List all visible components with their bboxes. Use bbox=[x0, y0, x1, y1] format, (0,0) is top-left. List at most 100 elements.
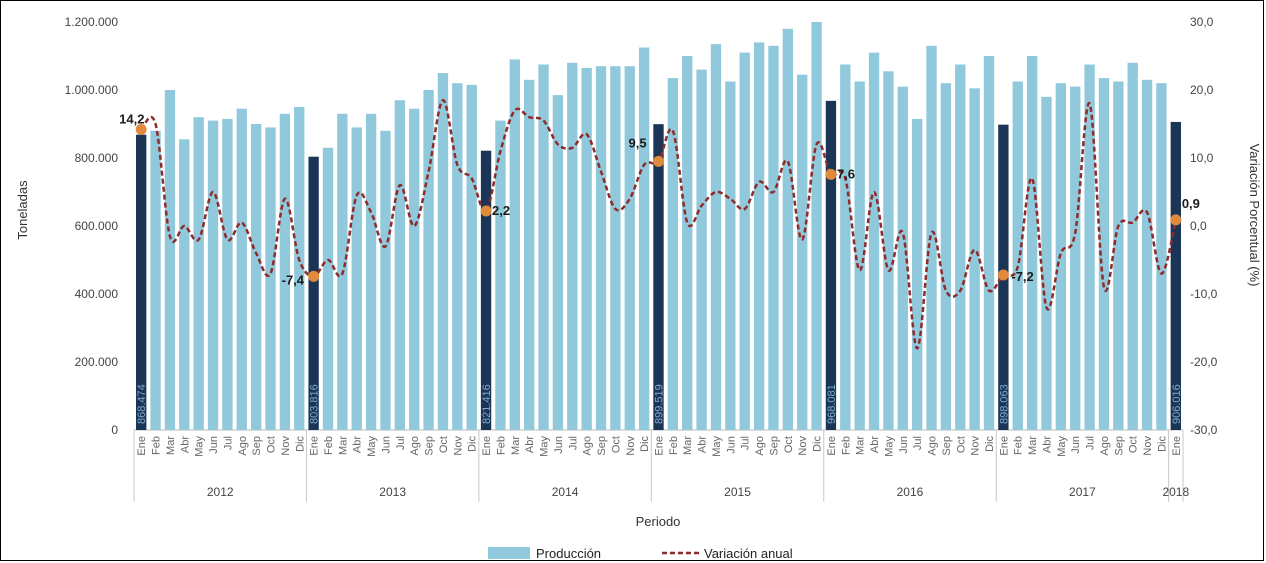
month-tick-label: Mar bbox=[165, 436, 177, 455]
year-label: 2015 bbox=[724, 485, 751, 499]
month-tick-label: Abr bbox=[697, 436, 709, 453]
variation-marker bbox=[653, 155, 664, 167]
month-tick-label: Dic bbox=[294, 436, 306, 452]
bar-value-label: 968.081 bbox=[826, 384, 838, 424]
y-axis-title: Toneladas bbox=[15, 180, 30, 240]
month-tick-label: Feb bbox=[1013, 436, 1025, 455]
month-tick-label: Ago bbox=[1099, 436, 1111, 456]
month-tick-label: Ago bbox=[754, 436, 766, 456]
bar bbox=[294, 107, 305, 430]
y2-tick-label: 20,0 bbox=[1190, 83, 1214, 97]
month-tick-label: Oct bbox=[266, 436, 278, 453]
bar bbox=[696, 69, 707, 430]
month-tick-label: Jul bbox=[740, 436, 752, 450]
month-tick-label: Feb bbox=[840, 436, 852, 455]
bar bbox=[883, 71, 894, 431]
bar bbox=[509, 59, 520, 431]
month-tick-label: Nov bbox=[797, 436, 809, 456]
bar bbox=[207, 120, 219, 430]
month-tick-label: Ene bbox=[654, 436, 666, 456]
variation-marker bbox=[135, 123, 147, 135]
y2-tick-label: -10,0 bbox=[1190, 287, 1218, 301]
bar bbox=[308, 156, 319, 430]
month-tick-label: Nov bbox=[1142, 436, 1154, 456]
bar bbox=[825, 100, 837, 430]
month-tick-label: Mar bbox=[855, 436, 867, 455]
bar bbox=[250, 124, 262, 430]
month-tick-label: May bbox=[1056, 436, 1068, 457]
month-tick-label: Mar bbox=[682, 436, 694, 455]
month-tick-label: Jun bbox=[898, 436, 910, 454]
bar bbox=[1156, 83, 1167, 430]
bar bbox=[1041, 96, 1052, 431]
bar bbox=[1170, 121, 1181, 430]
month-tick-label: Mar bbox=[510, 436, 522, 455]
bar bbox=[1098, 78, 1110, 430]
month-tick-label: Feb bbox=[495, 436, 507, 455]
bar bbox=[581, 67, 592, 431]
month-tick-label: Ene bbox=[136, 436, 148, 456]
bar bbox=[1026, 56, 1038, 430]
bar bbox=[322, 147, 334, 431]
variation-point-label: 7,6 bbox=[837, 166, 855, 181]
variation-point-label: 9,5 bbox=[629, 135, 647, 150]
month-tick-label: Jul bbox=[912, 436, 924, 450]
bar bbox=[222, 118, 233, 431]
month-tick-label: Jun bbox=[208, 436, 220, 454]
y2-tick-label: 30,0 bbox=[1190, 15, 1214, 29]
month-tick-label: Sep bbox=[251, 436, 263, 456]
month-tick-label: Abr bbox=[352, 436, 364, 453]
month-tick-label: Ago bbox=[409, 436, 421, 456]
month-tick-label: Sep bbox=[941, 436, 953, 456]
month-tick-label: May bbox=[711, 436, 723, 457]
month-tick-label: Ago bbox=[237, 436, 249, 456]
y-tick-label: 1.200.000 bbox=[65, 15, 119, 29]
variation-marker bbox=[997, 269, 1009, 281]
year-label: 2018 bbox=[1162, 485, 1189, 499]
bar bbox=[365, 113, 377, 431]
bar bbox=[983, 56, 995, 430]
year-label: 2014 bbox=[552, 485, 579, 499]
y-tick-label: 600.000 bbox=[75, 219, 119, 233]
bar bbox=[653, 124, 664, 430]
bar bbox=[552, 95, 564, 430]
month-tick-label: Oct bbox=[955, 436, 967, 453]
month-tick-label: Ene bbox=[1171, 436, 1183, 456]
month-tick-label: May bbox=[539, 436, 551, 457]
month-tick-label: Oct bbox=[783, 436, 795, 453]
bar bbox=[193, 117, 204, 430]
bar-value-label: 906.016 bbox=[1171, 384, 1183, 424]
legend-label-variation: Variación anual bbox=[704, 546, 793, 561]
month-tick-label: Jul bbox=[222, 436, 234, 450]
y2-axis-title: Variación Porcentual (%) bbox=[1247, 144, 1262, 287]
bar bbox=[423, 90, 434, 430]
month-tick-label: Nov bbox=[280, 436, 292, 456]
bar bbox=[265, 127, 276, 431]
y-tick-label: 1.000.000 bbox=[65, 83, 119, 97]
bar bbox=[753, 42, 765, 431]
bar-value-label: 898.063 bbox=[998, 384, 1010, 424]
bar bbox=[868, 52, 880, 430]
month-tick-label: Jul bbox=[395, 436, 407, 450]
month-tick-label: Ago bbox=[927, 436, 939, 456]
variation-point-label: 14,2 bbox=[119, 111, 144, 126]
year-label: 2017 bbox=[1069, 485, 1096, 499]
bar bbox=[179, 139, 190, 431]
bar bbox=[638, 47, 650, 430]
bar bbox=[897, 86, 908, 430]
y-tick-label: 400.000 bbox=[75, 287, 119, 301]
variation-point-label: 2,2 bbox=[492, 203, 510, 218]
bar bbox=[1012, 81, 1023, 430]
bar bbox=[725, 81, 736, 430]
month-tick-label: Jun bbox=[725, 436, 737, 454]
month-tick-label: Abr bbox=[524, 436, 536, 453]
bar bbox=[523, 79, 535, 431]
bar bbox=[538, 64, 549, 430]
month-tick-label: May bbox=[883, 436, 895, 457]
legend-swatch-production bbox=[488, 547, 530, 559]
month-tick-label: Oct bbox=[610, 436, 622, 453]
bar bbox=[969, 88, 980, 431]
bar bbox=[279, 113, 291, 431]
